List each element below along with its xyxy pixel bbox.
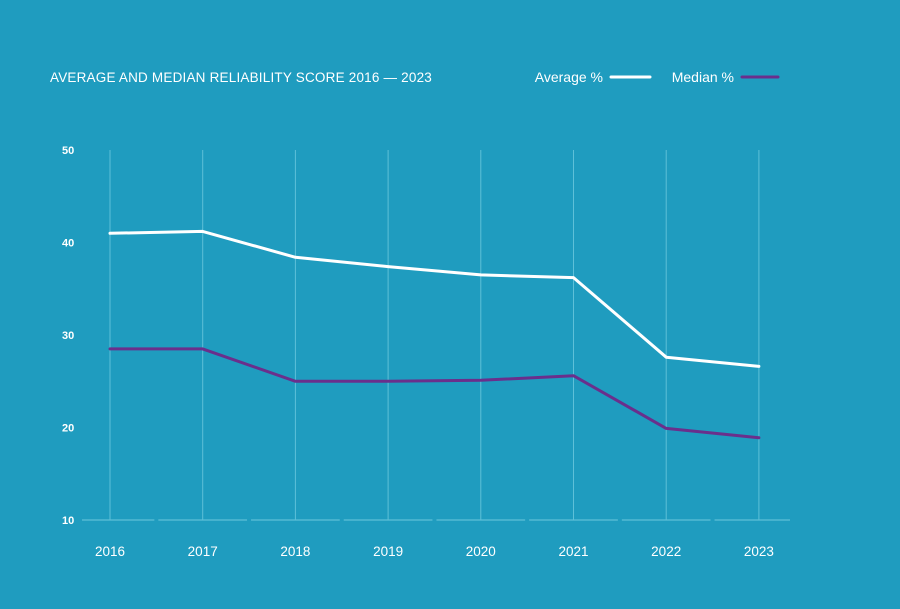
y-tick-label: 40: [62, 238, 74, 250]
y-tick-label: 30: [62, 330, 74, 342]
x-tick-label: 2021: [558, 544, 588, 559]
x-tick-label: 2017: [188, 544, 218, 559]
x-tick-label: 2020: [466, 544, 496, 559]
gridlines: [109, 150, 760, 520]
legend-label-average: Average %: [535, 69, 603, 85]
x-tick-label: 2018: [280, 544, 310, 559]
x-tick-label: 2022: [651, 544, 681, 559]
x-tick-label: 2019: [373, 544, 403, 559]
y-tick-label: 50: [62, 145, 74, 157]
y-tick-label: 20: [62, 423, 74, 435]
y-tick-label: 10: [62, 515, 74, 527]
x-tick-label: 2016: [95, 544, 125, 559]
chart-title: AVERAGE AND MEDIAN RELIABILITY SCORE 201…: [50, 70, 432, 85]
y-axis-ticks: 10 20 30 40 50: [62, 145, 74, 527]
legend: Average % Median %: [535, 69, 780, 85]
series-line-median: [108, 347, 761, 440]
series-lines: [108, 229, 761, 440]
x-axis-ticks: 2016 2017 2018 2019 2020 2021 2022 2023: [95, 544, 774, 559]
x-tick-label: 2023: [744, 544, 774, 559]
legend-label-median: Median %: [672, 69, 734, 85]
series-line-average: [108, 229, 761, 368]
